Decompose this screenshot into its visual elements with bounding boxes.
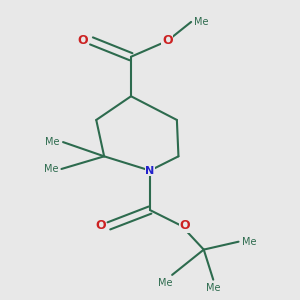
Text: Me: Me bbox=[206, 283, 220, 293]
Text: Me: Me bbox=[44, 164, 58, 174]
Text: N: N bbox=[146, 166, 154, 176]
Text: O: O bbox=[162, 34, 173, 47]
Text: O: O bbox=[179, 219, 190, 232]
Text: Me: Me bbox=[158, 278, 172, 288]
Text: O: O bbox=[95, 219, 106, 232]
Text: O: O bbox=[78, 34, 88, 47]
Text: Me: Me bbox=[242, 237, 256, 247]
Text: Me: Me bbox=[45, 137, 60, 147]
Text: Me: Me bbox=[194, 17, 209, 27]
